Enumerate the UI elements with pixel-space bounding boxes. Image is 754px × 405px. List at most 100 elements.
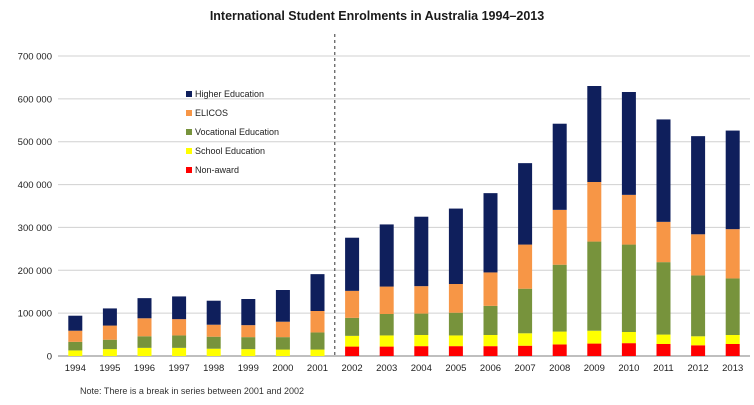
x-tick-label: 2008 — [549, 363, 570, 374]
bar-segment-vocational-education — [587, 241, 602, 331]
bar-segment-elicos — [691, 234, 706, 276]
bar-segment-vocational-education — [621, 244, 636, 332]
bar-segment-higher-education — [206, 300, 221, 325]
bar-segment-vocational-education — [68, 341, 83, 351]
y-tick-label: 600 000 — [18, 94, 52, 105]
x-tick-label: 2004 — [411, 363, 432, 374]
bar-segment-elicos — [518, 244, 533, 289]
bar-segment-vocational-education — [345, 317, 360, 336]
bar-segment-elicos — [241, 325, 256, 338]
bar-segment-school-education — [725, 335, 740, 344]
y-tick-label: 200 000 — [18, 266, 52, 277]
bar-segment-school-education — [241, 349, 256, 356]
bar-segment-school-education — [137, 347, 152, 356]
bar-segment-elicos — [448, 284, 463, 313]
y-tick-label: 700 000 — [18, 52, 52, 63]
bar-segment-elicos — [414, 286, 429, 314]
x-tick-label: 1996 — [134, 363, 155, 374]
bar-segment-higher-education — [241, 299, 256, 326]
bar-segment-higher-education — [552, 123, 567, 210]
bar-segment-vocational-education — [552, 264, 567, 332]
x-tick-label: 2011 — [653, 363, 673, 374]
bar-segment-school-education — [483, 335, 498, 347]
bar-segment-vocational-education — [691, 275, 706, 337]
y-tick-label: 300 000 — [18, 223, 52, 234]
x-tick-label: 2006 — [480, 363, 501, 374]
bar-segment-non-award — [621, 343, 636, 356]
bar-segment-higher-education — [725, 130, 740, 230]
bar-segment-higher-education — [68, 315, 83, 331]
bar-segment-vocational-education — [518, 288, 533, 334]
x-tick-label: 1997 — [169, 363, 190, 374]
bar-segment-higher-education — [275, 290, 290, 322]
legend-swatch — [186, 167, 192, 173]
bar-segment-higher-education — [621, 92, 636, 195]
bar-segment-school-education — [587, 330, 602, 344]
y-tick-label: 500 000 — [18, 137, 52, 148]
bar-segment-higher-education — [483, 193, 498, 273]
bar-segment-school-education — [68, 350, 83, 356]
y-tick-label: 0 — [47, 352, 52, 363]
x-tick-label: 2002 — [342, 363, 363, 374]
bar-segment-non-award — [414, 346, 429, 356]
bar-segment-school-education — [172, 347, 187, 356]
bar-segment-elicos — [379, 286, 394, 314]
bar-segment-vocational-education — [656, 262, 671, 335]
bar-segment-school-education — [379, 335, 394, 347]
bar-segment-higher-education — [345, 237, 360, 291]
bar-segment-non-award — [587, 343, 602, 356]
y-tick-label: 100 000 — [18, 309, 52, 320]
chart-title: International Student Enrolments in Aust… — [209, 9, 545, 23]
bar-segment-school-education — [310, 349, 325, 356]
bar-segment-school-education — [621, 332, 636, 344]
bar-segment-elicos — [725, 229, 740, 279]
legend-label: School Education — [195, 146, 265, 156]
bar-segment-higher-education — [379, 224, 394, 287]
bar-segment-school-education — [691, 336, 706, 346]
bar-segment-higher-education — [691, 136, 706, 235]
bar-segment-school-education — [345, 335, 360, 347]
legend-swatch — [186, 148, 192, 154]
bar-segment-elicos — [587, 182, 602, 242]
bar-segment-school-education — [552, 331, 567, 345]
x-tick-label: 1998 — [203, 363, 224, 374]
bar-segment-school-education — [275, 349, 290, 356]
bar-segment-elicos — [137, 318, 152, 337]
bar-segment-school-education — [206, 348, 221, 356]
bar-segment-higher-education — [310, 274, 325, 311]
x-tick-label: 1995 — [99, 363, 120, 374]
legend-label: Vocational Education — [195, 127, 279, 137]
bar-segment-vocational-education — [206, 336, 221, 349]
bar-segment-higher-education — [518, 163, 533, 245]
bar-segment-non-award — [345, 346, 360, 356]
bar-segment-non-award — [379, 346, 394, 356]
bar-segment-elicos — [206, 324, 221, 337]
footnote: Note: There is a break in series between… — [80, 386, 304, 396]
bar-segment-higher-education — [102, 308, 117, 326]
legend-label: Higher Education — [195, 89, 264, 99]
x-tick-label: 2001 — [307, 363, 328, 374]
bar-segment-vocational-education — [172, 335, 187, 348]
bar-segment-higher-education — [137, 298, 152, 319]
bar-segment-elicos — [172, 319, 187, 336]
bar-segment-non-award — [448, 346, 463, 356]
x-tick-label: 2012 — [688, 363, 709, 374]
bar-segment-non-award — [691, 345, 706, 356]
bar-segment-school-education — [448, 335, 463, 347]
legend-label: ELICOS — [195, 108, 228, 118]
legend-swatch — [186, 91, 192, 97]
x-tick-label: 2003 — [376, 363, 397, 374]
bar-segment-elicos — [621, 194, 636, 245]
bar-segment-higher-education — [587, 86, 602, 182]
bar-segment-higher-education — [448, 208, 463, 284]
x-tick-label: 2013 — [722, 363, 743, 374]
bar-segment-higher-education — [172, 296, 187, 320]
bar-segment-non-award — [552, 344, 567, 356]
bar-segment-elicos — [483, 272, 498, 306]
bar-segment-elicos — [345, 290, 360, 318]
bar-segment-higher-education — [656, 119, 671, 222]
x-tick-label: 2010 — [618, 363, 639, 374]
x-tick-label: 1994 — [65, 363, 86, 374]
